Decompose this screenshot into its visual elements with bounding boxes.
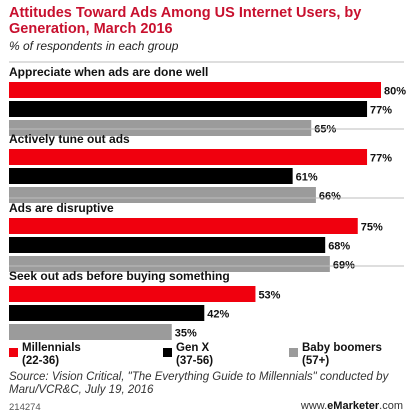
data-label-boomers: 35% bbox=[175, 328, 197, 340]
data-label-genx: 77% bbox=[370, 105, 392, 117]
legend-swatch-millennials bbox=[9, 348, 18, 357]
bar-millennials bbox=[9, 82, 381, 98]
bar-genx bbox=[9, 101, 368, 117]
brand-link[interactable]: www.eMarketer.com bbox=[301, 400, 403, 412]
chart-id: 214274 bbox=[9, 402, 41, 413]
category-label: Ads are disruptive bbox=[9, 201, 114, 215]
brand-prefix: www. bbox=[300, 400, 328, 412]
legend-sub-millennials: (22-36) bbox=[22, 355, 60, 367]
bar-genx bbox=[9, 305, 205, 321]
data-label-genx: 68% bbox=[328, 241, 350, 253]
data-label-millennials: 75% bbox=[361, 222, 383, 234]
legend-label-millennials: Millennials bbox=[22, 342, 81, 354]
brand-suffix: .com bbox=[379, 400, 403, 412]
bar-boomers bbox=[9, 120, 312, 136]
category-label: Appreciate when ads are done well bbox=[9, 65, 208, 79]
data-label-millennials: 53% bbox=[258, 290, 280, 302]
legend-sub-boomers: (57+) bbox=[302, 355, 330, 367]
source-note: Source: Vision Critical, "The Everything… bbox=[9, 371, 389, 396]
data-label-genx: 42% bbox=[207, 309, 229, 321]
legend-swatch-boomers bbox=[289, 348, 298, 357]
category-label: Actively tune out ads bbox=[9, 132, 130, 146]
data-label-boomers: 66% bbox=[319, 191, 341, 203]
legend-swatch-genx bbox=[163, 348, 172, 357]
data-label-genx: 61% bbox=[296, 172, 318, 184]
bar-millennials bbox=[9, 218, 358, 234]
chart-title: Attitudes Toward Ads Among US Internet U… bbox=[9, 5, 362, 37]
bar-boomers bbox=[9, 256, 330, 272]
legend-label-genx: Gen X bbox=[176, 342, 210, 354]
bar-boomers bbox=[9, 187, 316, 203]
bar-boomers bbox=[9, 324, 172, 340]
legend-sub-genx: (37-56) bbox=[176, 355, 214, 367]
legend-label-boomers: Baby boomers bbox=[302, 342, 382, 354]
brand-name: eMarketer bbox=[327, 400, 380, 412]
bar-genx bbox=[9, 168, 293, 184]
chart-subtitle: % of respondents in each group bbox=[9, 39, 179, 53]
data-label-millennials: 80% bbox=[384, 86, 406, 98]
data-label-millennials: 77% bbox=[370, 153, 392, 165]
category-label: Seek out ads before buying something bbox=[9, 269, 230, 283]
bar-chart: Appreciate when ads are done well 80% 77% 6… bbox=[9, 61, 406, 340]
bar-genx bbox=[9, 237, 326, 253]
bar-millennials bbox=[9, 286, 256, 302]
bar-millennials bbox=[9, 149, 368, 165]
